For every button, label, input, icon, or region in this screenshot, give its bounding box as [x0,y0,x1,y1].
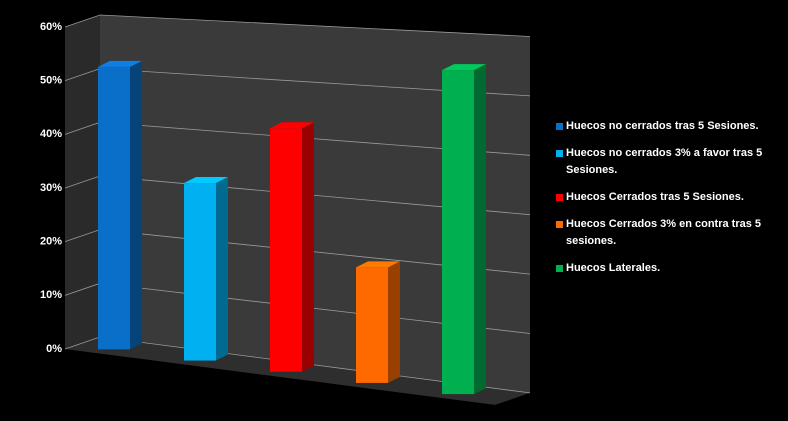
legend-item: Huecos Cerrados tras 5 Sesiones. [556,189,774,206]
bar-side [130,60,142,350]
bar-side [216,177,228,361]
y-tick-label: 20% [40,236,62,248]
y-tick-label: 60% [40,21,62,33]
bar-side [388,261,400,383]
bar-front [270,128,302,372]
y-tick-label: 0% [46,343,62,355]
bar [356,261,400,383]
legend-label: Huecos no cerrados tras 5 Sesiones. [566,120,759,132]
bar-front [442,70,474,395]
bar-side [302,122,314,372]
bar [98,60,142,350]
y-tick-label: 40% [40,128,62,140]
grid-segment [64,14,531,37]
y-tick-label: 10% [40,289,62,301]
legend-swatch [556,194,563,201]
grid-line [64,14,531,37]
bar-front [98,66,130,350]
legend-item: Huecos Laterales. [556,260,774,277]
legend-item: Huecos no cerrados tras 5 Sesiones. [556,118,774,135]
bar [442,64,486,395]
legend-label: Huecos no cerrados 3% a favor tras 5 Ses… [566,147,763,176]
bar-side [474,64,486,395]
legend-item: Huecos Cerrados 3% en contra tras 5 sesi… [556,216,774,250]
legend-swatch [556,150,563,157]
bar [270,122,314,372]
bar-front [356,267,388,383]
bar [184,177,228,361]
y-tick-label: 50% [40,75,62,87]
y-tick-label: 30% [40,182,62,194]
legend: Huecos no cerrados tras 5 Sesiones. Hueco… [556,118,774,287]
bar-front [184,183,216,361]
legend-label: Huecos Laterales. [566,262,661,274]
legend-swatch [556,221,563,228]
bar-top [270,122,314,129]
legend-swatch [556,265,563,272]
legend-item: Huecos no cerrados 3% a favor tras 5 Ses… [556,145,774,179]
bar-top [356,261,400,268]
legend-label: Huecos Cerrados tras 5 Sesiones. [566,191,744,203]
legend-swatch [556,123,563,130]
legend-label: Huecos Cerrados 3% en contra tras 5 sesi… [566,218,762,247]
bar-top [442,64,486,71]
bar-top [184,177,228,184]
bar-top [98,60,142,67]
